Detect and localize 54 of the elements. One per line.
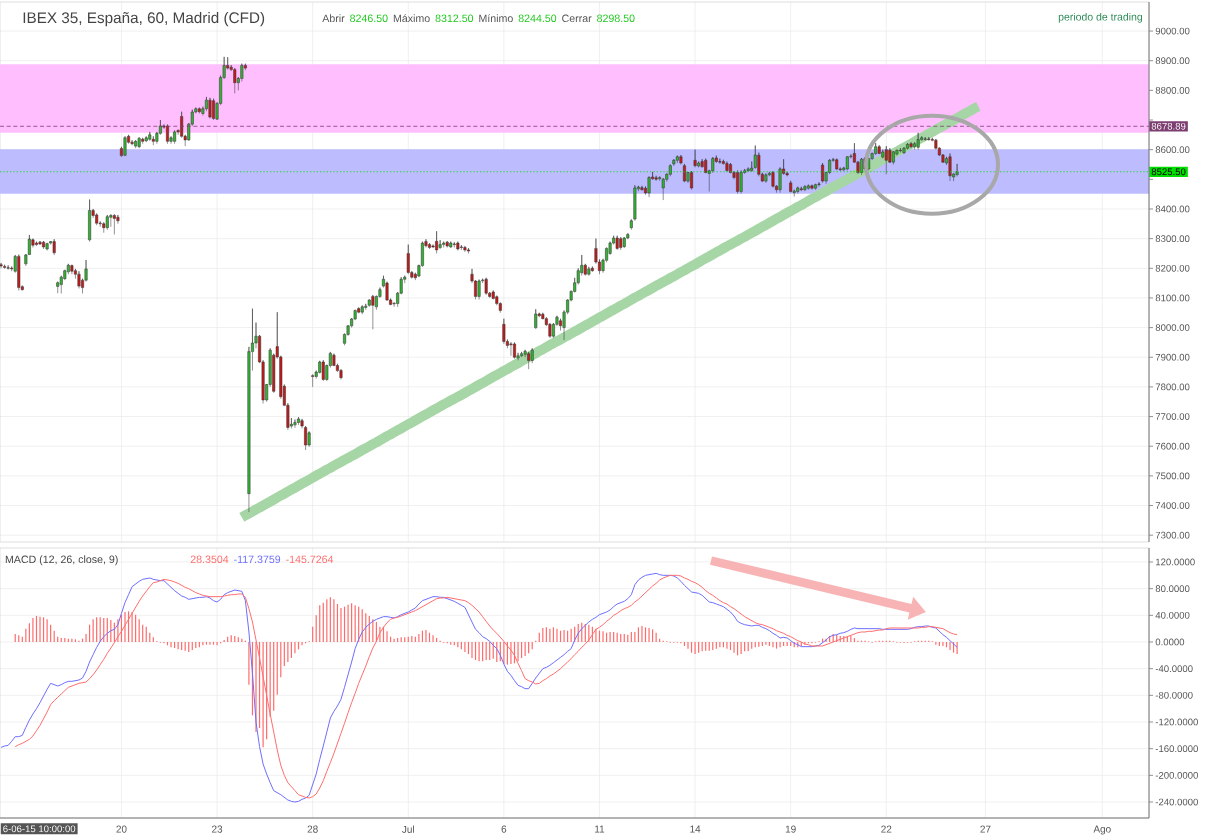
x-tick-label: 28 [307,825,318,833]
annotation: Máximo [393,14,430,23]
x-tick-label: Jul [402,825,414,833]
ref-line-label: 8678.89 [1151,122,1186,130]
annotation: 8312.50 [435,14,474,23]
x-tick-label: 23 [212,825,223,833]
annotation: 8298.50 [597,14,635,23]
annotation: Mínimo [479,14,513,23]
text: IBEX 35, España, 60, Madrid (CFD) [23,11,265,27]
annotation: Cerrar [562,14,592,23]
x-tick-label: 27 [980,825,991,833]
y-tick-label: -200.0000 [1155,771,1198,779]
y-tick-label: 0.0000 [1155,638,1185,646]
y-tick-label: 8400.00 [1155,205,1190,213]
y-tick-label: -40.0000 [1155,665,1193,673]
x-tick-label: Ago [1093,825,1111,835]
y-tick-label: 40.0000 [1155,611,1190,619]
x-tick-label: 14 [690,825,701,833]
x-tick-label: 11 [595,825,605,833]
y-tick-label: 7400.00 [1155,502,1190,509]
x-tick-label: 6 [501,825,507,833]
annotation: 28.3504 [190,555,229,564]
y-tick-label: 8600.00 [1155,146,1190,154]
y-tick-label: 7800.00 [1155,383,1190,391]
text: MACD (12, 26, close, 9) [5,555,118,566]
text: 6-06-15 10:00:00 [3,825,76,833]
y-tick-label: 8800.00 [1155,86,1190,94]
annotation: -145.7264 [286,555,334,564]
y-tick-label: 7700.00 [1155,413,1190,420]
annotation: Abrir [322,14,345,23]
y-tick-label: -160.0000 [1155,745,1198,753]
x-tick-label: 22 [881,825,892,833]
ref-line-label: 8525.50 [1151,168,1186,176]
annotation: -117.3759 [234,555,281,564]
y-tick-label: 7600.00 [1155,442,1190,450]
annotation: periodo de trading [1058,12,1143,23]
annotation: 8246.50 [350,14,388,23]
y-tick-label: 7300.00 [1155,531,1190,539]
y-tick-label: 7900.00 [1155,353,1190,361]
annotation: 8244.50 [518,14,557,23]
y-tick-label: 8000.00 [1155,324,1190,331]
y-tick-label: -80.0000 [1155,691,1193,699]
y-tick-label: 120.0000 [1156,558,1195,566]
y-tick-label: 8300.00 [1155,235,1190,243]
x-tick-label: 20 [116,825,127,833]
y-tick-label: 80.0000 [1155,585,1190,593]
y-tick-label: -240.0000 [1155,798,1198,806]
y-tick-label: 9000.00 [1155,27,1190,35]
y-tick-label: 8100.00 [1155,294,1190,302]
y-tick-label: 7500.00 [1155,472,1190,480]
x-tick-label: 19 [785,825,796,833]
y-tick-label: 8900.00 [1155,57,1190,65]
y-tick-label: 8200.00 [1155,264,1190,272]
y-tick-label: -120.0000 [1155,718,1198,726]
